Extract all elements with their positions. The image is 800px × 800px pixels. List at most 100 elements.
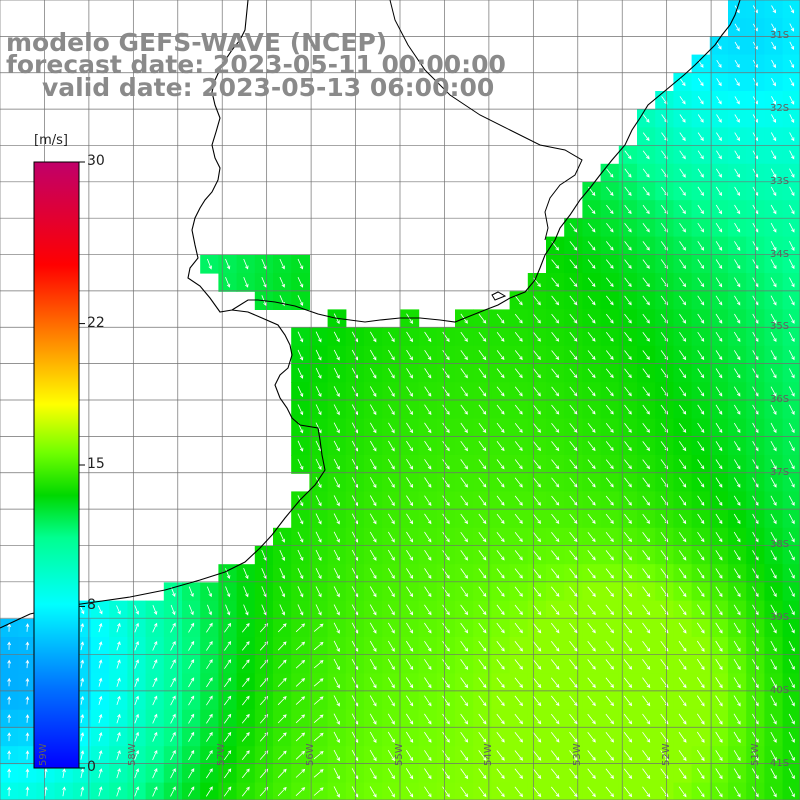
wind-arrow: [678, 568, 687, 579]
wind-arrow: [642, 204, 650, 215]
wind-arrow: [261, 568, 267, 580]
wind-arrow: [587, 786, 596, 798]
wind-speed-cell: [291, 637, 310, 656]
wind-arrow: [788, 441, 795, 452]
wind-arrow: [550, 732, 560, 743]
wind-speed-cell: [709, 782, 729, 800]
wind-arrow: [225, 277, 231, 288]
wind-arrow: [533, 404, 541, 415]
wind-arrow: [551, 441, 560, 452]
wind-arrow: [297, 440, 304, 452]
wind-arrow: [496, 459, 505, 470]
wind-speed-cell: [782, 764, 800, 784]
wind-arrow: [642, 568, 651, 579]
wind-arrow: [170, 731, 176, 742]
wind-arrow: [297, 513, 304, 525]
wind-arrow: [277, 695, 287, 706]
wind-arrow: [424, 659, 432, 671]
wind-arrow: [387, 622, 395, 634]
wind-arrow: [225, 258, 231, 270]
wind-arrow: [369, 386, 377, 397]
wind-arrow: [460, 713, 469, 725]
wind-arrow: [25, 677, 30, 687]
wind-arrow: [261, 549, 267, 561]
wind-arrow: [116, 605, 121, 615]
wind-arrow: [697, 568, 705, 579]
wind-speed-cell: [782, 163, 800, 183]
wind-arrow: [496, 368, 505, 379]
wind-arrow: [605, 422, 614, 433]
wind-arrow: [533, 313, 541, 324]
colorbar-tick-label: 30: [87, 153, 105, 169]
wind-arrow: [696, 640, 705, 652]
wind-arrow: [496, 550, 505, 561]
wind-arrow: [587, 532, 596, 543]
wind-arrow: [642, 786, 651, 798]
wind-arrow: [188, 731, 195, 742]
wind-arrow: [241, 750, 250, 760]
wind-arrow: [315, 586, 322, 598]
wind-arrow: [679, 96, 686, 105]
wind-arrow: [733, 441, 741, 452]
wind-arrow: [697, 586, 705, 598]
wind-arrow: [734, 41, 740, 50]
wind-arrow: [277, 677, 287, 687]
wind-arrow: [770, 713, 777, 725]
wind-arrow: [587, 295, 596, 306]
wind-speed-cell: [236, 691, 256, 711]
wind-arrow: [587, 204, 596, 215]
wind-arrow: [496, 713, 505, 725]
wind-arrow: [697, 422, 705, 433]
wind-speed-cell: [782, 127, 800, 147]
wind-arrow: [279, 549, 285, 561]
wind-arrow: [277, 641, 287, 651]
wind-speed-cell: [163, 637, 183, 656]
wind-speed-cell: [782, 109, 800, 128]
latitude-label: 37S: [770, 466, 790, 478]
wind-arrow: [770, 786, 777, 798]
wind-arrow: [587, 495, 596, 506]
wind-arrow: [514, 695, 524, 707]
wind-arrow: [295, 768, 306, 778]
wind-arrow: [478, 441, 487, 452]
wind-arrow: [771, 114, 776, 123]
wind-arrow: [170, 749, 176, 761]
wind-speed-cell: [527, 782, 547, 800]
wind-arrow: [587, 313, 596, 324]
wind-arrow: [424, 786, 432, 798]
wind-arrow: [405, 713, 414, 725]
wind-speed-cell: [291, 655, 310, 674]
wind-speed-cell: [327, 782, 347, 800]
wind-arrow: [642, 332, 650, 342]
wind-arrow: [770, 640, 777, 652]
wind-arrow: [623, 659, 633, 670]
wind-arrow: [406, 422, 414, 434]
wind-speed-cell: [509, 782, 529, 800]
wind-arrow: [587, 259, 596, 269]
wind-arrow: [660, 186, 668, 196]
wind-arrow: [771, 5, 776, 14]
wind-arrow: [406, 568, 414, 579]
wind-arrow: [789, 277, 795, 288]
wind-arrow: [405, 695, 414, 707]
wind-arrow: [569, 768, 578, 779]
wind-arrow: [733, 422, 741, 434]
wind-arrow: [734, 59, 740, 68]
wind-arrow: [715, 459, 723, 470]
wind-arrow: [496, 331, 505, 342]
wind-arrow: [770, 404, 777, 415]
wind-arrow: [642, 768, 651, 780]
wind-speed-cell: [291, 764, 310, 784]
wind-arrow: [442, 568, 450, 579]
wind-arrow: [369, 440, 377, 452]
wind-speed-cell: [309, 673, 329, 693]
wind-arrow: [734, 204, 741, 215]
wind-arrow: [569, 332, 578, 342]
wind-speed-cell: [200, 746, 219, 765]
wind-arrow: [333, 367, 340, 379]
wind-speed-cell: [782, 473, 800, 492]
wind-arrow: [80, 659, 85, 669]
wind-arrow: [697, 550, 705, 561]
wind-arrow: [697, 604, 705, 616]
wind-arrow: [152, 622, 158, 633]
